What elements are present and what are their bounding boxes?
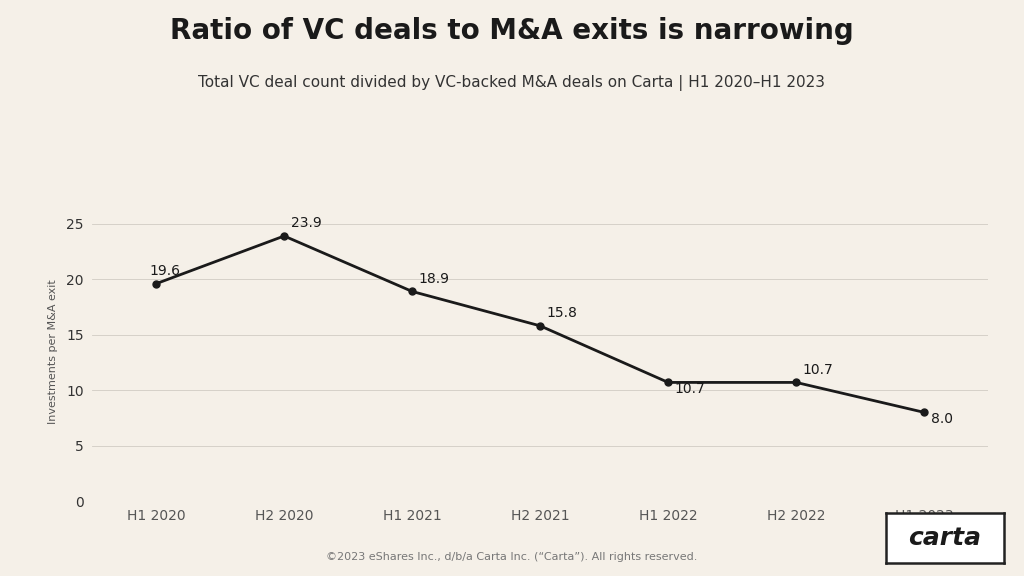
Text: Ratio of VC deals to M&A exits is narrowing: Ratio of VC deals to M&A exits is narrow… bbox=[170, 17, 854, 46]
Text: 10.7: 10.7 bbox=[675, 382, 706, 396]
Text: ©2023 eShares Inc., d/b/a Carta Inc. (“Carta”). All rights reserved.: ©2023 eShares Inc., d/b/a Carta Inc. (“C… bbox=[327, 552, 697, 562]
Text: 10.7: 10.7 bbox=[803, 363, 834, 377]
Text: 23.9: 23.9 bbox=[291, 217, 322, 230]
Text: Total VC deal count divided by VC-backed M&A deals on Carta | H1 2020–H1 2023: Total VC deal count divided by VC-backed… bbox=[199, 75, 825, 91]
Text: 15.8: 15.8 bbox=[547, 306, 578, 320]
Text: 8.0: 8.0 bbox=[931, 412, 952, 426]
Y-axis label: Investments per M&A exit: Investments per M&A exit bbox=[48, 279, 58, 424]
Text: carta: carta bbox=[908, 526, 981, 550]
Text: 18.9: 18.9 bbox=[419, 272, 450, 286]
Text: 19.6: 19.6 bbox=[150, 264, 181, 278]
